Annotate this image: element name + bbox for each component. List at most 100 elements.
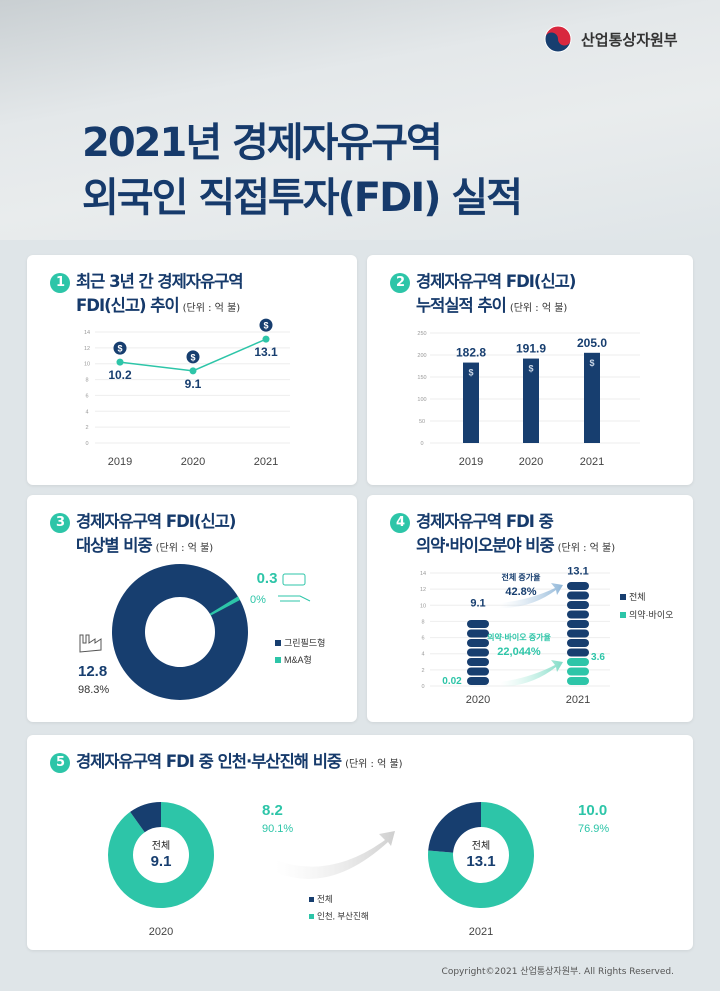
factory-icon [79,634,102,653]
unit-label: (단위 : 억 불) [345,759,403,770]
card-title-3: 3 경제자유구역 FDI(신고) 대상별 비중 (단위 : 억 불) [50,510,236,561]
y-tick-label: 12 [84,346,90,352]
annotation-label: 전체 증가율 [501,572,541,582]
y-tick-label: 6 [421,636,424,642]
legend-swatch [309,914,314,919]
bar-segment [467,648,489,657]
y-tick-label: 14 [420,571,426,577]
y-tick-label: 2 [85,425,88,431]
bar-segment [567,610,589,619]
y-tick-label: 14 [84,330,90,336]
transition-arrow [275,831,395,879]
bio-label: 0.02 [442,676,462,687]
x-tick-label: 2021 [566,694,590,706]
ma-value: 0.3 [257,570,278,587]
legend-label: M&A형 [284,655,312,665]
y-tick-label: 0 [420,441,423,447]
bio-label: 3.6 [591,652,605,663]
bar-segment [467,658,489,666]
ministry-name: 산업통상자원부 [581,30,678,49]
year-label: 2020 [149,926,173,938]
card-title-2: 2 경제자유구역 FDI(신고) 누적실적 추이 (단위 : 억 불) [390,270,576,321]
bar [523,358,539,443]
title-line: 누적실적 추이 [416,296,507,315]
x-tick-label: 2021 [254,456,278,468]
total-label: 9.1 [470,598,485,610]
dollar-icon: $ [528,364,533,374]
card-bio [367,495,693,722]
legend-swatch [275,640,281,646]
center-label: 전체 [472,840,490,852]
growth-arrow-total [500,583,563,608]
y-tick-label: 8 [421,619,424,625]
bar-segment [567,677,589,685]
dollar-glyph: $ [190,352,195,362]
bar-segment [567,667,589,676]
y-tick-label: 0 [421,684,424,690]
bar-segment [467,667,489,676]
number-badge: 3 [50,513,70,533]
card-title-1: 1 최근 3년 간 경제자유구역 FDI(신고) 추이 (단위 : 억 불) [50,270,244,321]
unit-label: (단위 : 억 불) [155,543,214,554]
slice-greenfield [111,564,248,700]
number-badge: 4 [390,513,410,533]
page-title-line2: 외국인 직접투자(FDI) 실적 [82,175,523,221]
legend-swatch [620,612,626,618]
slice-incheon-busan [108,802,215,908]
dollar-icon [186,350,200,364]
bar-segment [567,582,589,590]
legend-swatch [309,897,314,902]
bar-segment [567,658,589,666]
bar-segment [567,601,589,609]
center-label: 전체 [152,840,170,852]
percent-label: 90.1% [262,823,293,835]
data-point [189,367,197,375]
greenfield-value: 12.8 [78,663,107,680]
x-tick-label: 2019 [459,456,483,468]
unit-label: (단위 : 억 불) [182,303,241,314]
y-tick-label: 4 [421,652,424,658]
number-badge: 1 [50,273,70,293]
x-tick-label: 2020 [519,456,543,468]
greenfield-percent: 98.3% [78,684,109,696]
title-line: 경제자유구역 FDI 중 [416,512,554,531]
x-tick-label: 2021 [580,456,604,468]
data-label: 10.2 [108,368,132,382]
data-label: 205.0 [577,336,607,350]
title-line: 의약·바이오분야 비중 [416,536,555,555]
dollar-icon: $ [468,368,473,378]
legend-label: 인천, 부산진해 [317,911,369,921]
dollar-glyph: $ [117,344,122,354]
x-tick-label: 2020 [466,694,490,706]
card-title-5: 5 경제자유구역 FDI 중 인천·부산진해 비중 (단위 : 억 불) [50,750,403,777]
total-value: 9.1 [151,853,172,870]
taegeuk-icon [544,25,572,53]
y-tick-label: 100 [417,397,426,403]
annotation-label: 의약·바이오 증가율 [487,632,551,642]
unit-label: (단위 : 억 불) [509,303,568,314]
title-line: FDI(신고) 추이 [76,296,180,315]
bar-segment [567,639,589,647]
total-label: 13.1 [567,565,588,577]
number-badge: 5 [50,753,70,773]
y-tick-label: 200 [417,353,426,359]
x-tick-label: 2020 [181,456,205,468]
bar-segment [467,620,489,628]
y-tick-label: 8 [85,378,88,384]
y-tick-label: 250 [417,331,426,337]
legend-swatch [620,594,626,600]
data-point [262,335,270,343]
y-tick-label: 6 [85,393,88,399]
copyright: Copyright©2021 산업통상자원부. All Rights Reser… [441,967,674,977]
legend-label: 전체 [317,894,333,904]
year-label: 2021 [469,926,493,938]
data-point [116,358,124,366]
bar [584,352,600,443]
bar-segment [467,639,489,647]
data-label: 182.8 [456,346,486,360]
bar-segment [567,648,589,657]
growth-arrow-bio [500,660,563,687]
slice-other [428,802,481,853]
percent-label: 76.9% [578,823,609,835]
